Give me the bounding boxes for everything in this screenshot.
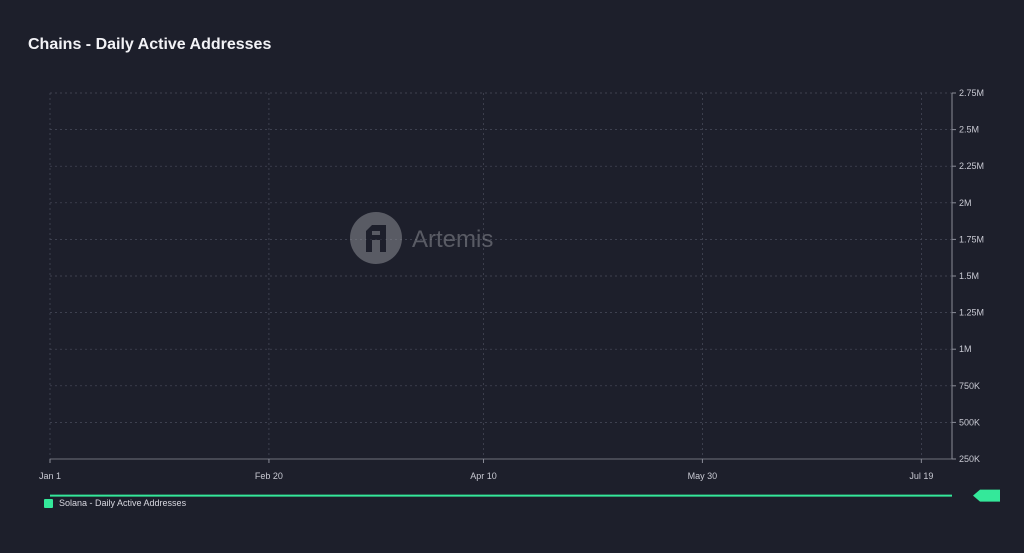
last-value-marker <box>973 489 1000 502</box>
last-value-tag <box>973 489 1000 502</box>
y-tick-label: 250K <box>959 454 980 464</box>
chart-title: Chains - Daily Active Addresses <box>28 36 272 53</box>
artemis-logo-glyph <box>366 225 386 252</box>
y-tick-label: 750K <box>959 381 980 391</box>
axes: 250K 500K 750K 1M 1.25M 1.5M 1.75M 2M 2.25M 2.5M 2… <box>39 88 984 481</box>
y-tick-label: 2.5M <box>959 125 979 135</box>
grid-lines <box>49 92 952 460</box>
y-tick-label: 1.25M <box>959 308 984 318</box>
watermark-text: Artemis <box>412 226 493 253</box>
legend-swatch <box>44 498 53 508</box>
x-tick-label: Feb 20 <box>255 471 283 481</box>
watermark: Artemis <box>350 212 493 264</box>
y-tick-label: 1.5M <box>959 271 979 281</box>
x-tick-label: Jan 1 <box>39 471 61 481</box>
y-tick-label: 500K <box>959 417 980 427</box>
y-tick-label: 1M <box>959 344 972 354</box>
y-tick-label: 1.75M <box>959 234 984 244</box>
x-tick-label: Apr 10 <box>470 471 497 481</box>
x-tick-label: Jul 19 <box>909 471 933 481</box>
legend[interactable]: Solana - Daily Active Addresses <box>44 498 186 508</box>
y-tick-label: 2.75M <box>959 88 984 98</box>
y-tick-label: 2M <box>959 198 972 208</box>
legend-label: Solana - Daily Active Addresses <box>59 498 187 508</box>
y-tick-label: 2.25M <box>959 161 984 171</box>
x-tick-label: May 30 <box>688 471 718 481</box>
